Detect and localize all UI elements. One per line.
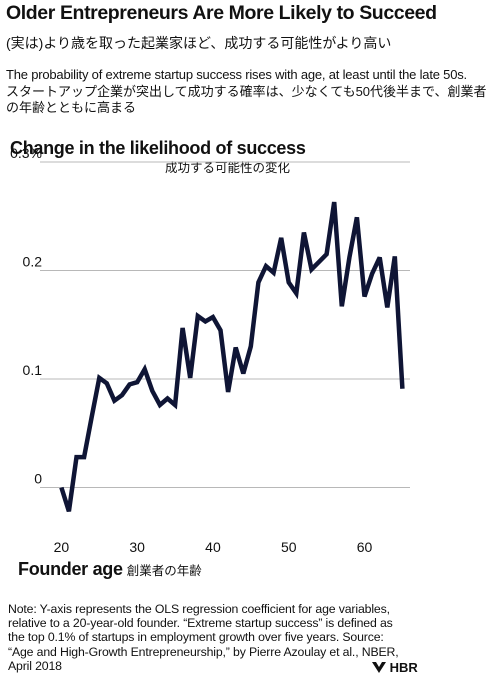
brand-mark: HBR (372, 660, 418, 675)
x-axis-title: Founder age 創業者の年齢 (18, 559, 202, 580)
y-tick-label: 0.1 (23, 362, 43, 378)
x-tick-label: 30 (129, 539, 145, 555)
chart-title: Change in the likelihood of success (10, 138, 306, 158)
x-axis-ticks: 20 30 40 50 60 (54, 539, 373, 555)
series-line (59, 201, 405, 512)
x-tick-label: 50 (281, 539, 297, 555)
x-tick-label: 20 (54, 539, 70, 555)
x-axis-label: Founder age (18, 559, 123, 579)
y-axis-ticks: 0 0.1 0.2 0.3% (10, 145, 42, 486)
y-tick-label: 0.2 (23, 253, 43, 269)
gridlines (40, 161, 410, 488)
x-axis-label-japanese: 創業者の年齢 (126, 564, 202, 578)
series-group (59, 201, 405, 512)
headline: Older Entrepreneurs Are More Likely to S… (6, 2, 437, 24)
x-tick-label: 40 (205, 539, 221, 555)
description-english: The probability of extreme startup succe… (6, 67, 467, 82)
x-tick-label: 60 (357, 539, 373, 555)
brand-label: HBR (389, 660, 418, 675)
y-tick-label: 0.3% (10, 145, 42, 161)
chart-subtitle: 成功する可能性の変化 (165, 161, 291, 175)
source-note: Note: Y-axis represents the OLS regressi… (8, 602, 399, 673)
hbr-logo-icon (372, 662, 386, 673)
headline-japanese: (実は)より歳を取った起業家ほど、成功する可能性がより高い (6, 35, 392, 51)
description-japanese: スタートアップ企業が突出して成功する確率は、少なくても50代後半まで、創業者の年… (6, 84, 487, 115)
y-tick-label: 0 (34, 470, 42, 486)
